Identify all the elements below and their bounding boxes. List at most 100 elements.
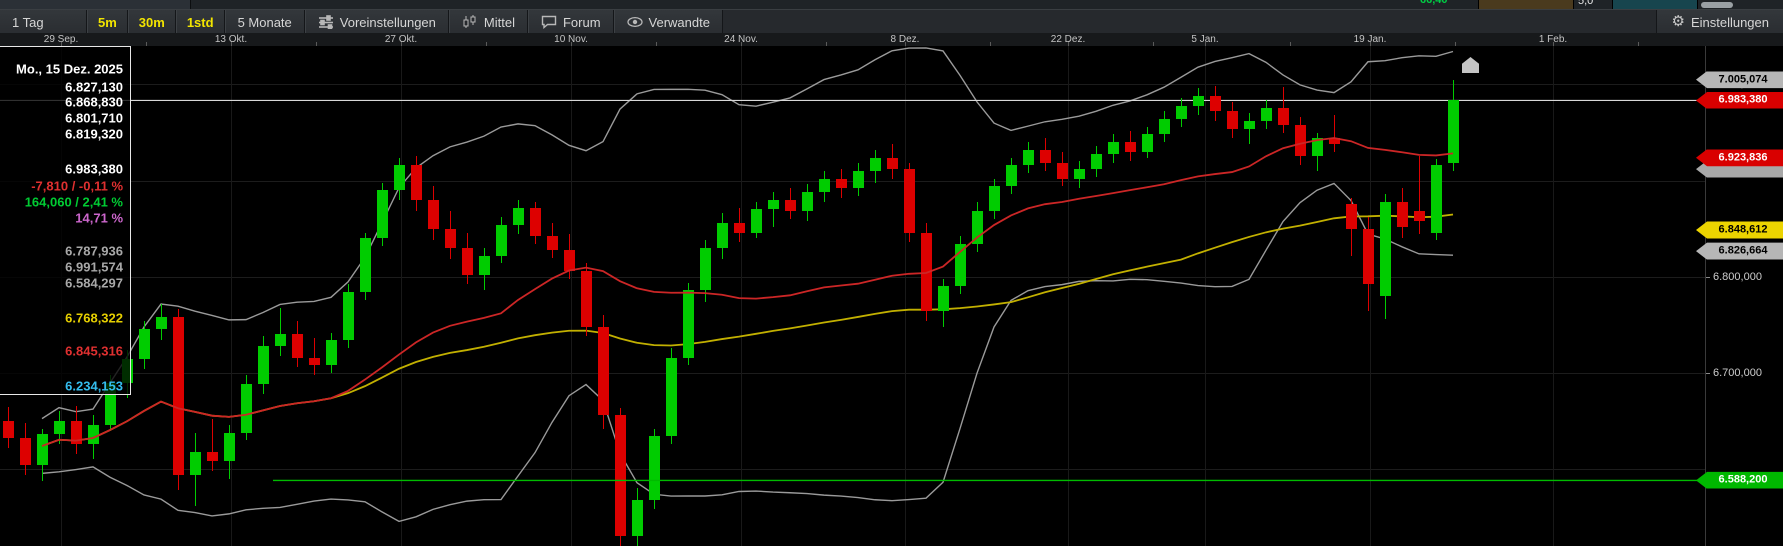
forum-button[interactable]: Forum [527,10,614,34]
candle-wick [1419,155,1420,235]
candle-body [360,238,371,293]
last-candle-marker-icon[interactable] [1462,57,1479,73]
date-label: 5 Jan. [1191,34,1219,45]
voreinstellungen-button[interactable]: Voreinstellungen [304,10,449,34]
candle-body [836,178,847,189]
candle-body [768,199,779,210]
candle-body [598,326,609,416]
candle-body [1108,142,1119,154]
top-cutoff-strip: 66,40 5,0 [0,0,1783,9]
vertical-gridline [231,46,232,546]
candle-body [734,222,745,233]
timeframe-1std-button[interactable]: 1std [175,10,225,34]
date-tick [1068,42,1069,46]
info-row: 164,060 / 2,41 % [24,194,123,210]
range-5monate-button[interactable]: 5 Monate [224,10,305,34]
price-axis[interactable]: 7.000,0006.800,0006.700,0007.005,0746.98… [1696,46,1783,546]
info-row: 6.584,297 [65,275,123,291]
candle-body [207,451,218,462]
timeframe-30m-button[interactable]: 30m [127,10,176,34]
date-tick [1153,42,1154,46]
fast-ma-line [41,137,1454,447]
candle-body [71,421,82,445]
horizontal-gridline [0,372,1705,374]
date-tick [905,42,906,46]
candle-body [802,192,813,212]
candle-body [1448,100,1459,164]
price-tag[interactable]: 6.923,836 [1696,149,1783,167]
price-tag[interactable]: 6.983,380 [1696,91,1783,109]
candle-body [1006,165,1017,187]
date-tick [316,42,317,46]
chart-toolbar: 1 Tag 5m 30m 1std 5 Monate Voreinstellun… [0,9,1783,35]
bollinger-upper-band [41,47,1454,420]
info-row: 6.845,316 [65,343,123,359]
candle-body [717,222,728,248]
eye-icon [626,16,643,28]
date-label: 8 Dez. [890,34,920,45]
horizontal-gridline [0,469,1705,471]
candle-body [1278,107,1289,125]
price-tag[interactable]: 7.005,074 [1696,71,1783,89]
info-row: 6.819,320 [65,126,123,142]
candle-wick [314,338,315,375]
timeframe-1tag-button[interactable]: 1 Tag [0,10,87,34]
candle-body [258,346,269,385]
einstellungen-button[interactable]: ⚙ Einstellungen [1656,10,1783,34]
candle-body [88,424,99,445]
candle-body [700,247,711,291]
info-row: 6.868,830 [65,94,123,110]
info-row: 6.768,322 [65,310,123,326]
button-label: Einstellungen [1690,14,1769,30]
candle-body [496,224,507,256]
candle-body [666,357,677,437]
candle-body [751,209,762,233]
candle-body [1227,111,1238,129]
date-tick [231,42,232,46]
candle-body [54,421,65,435]
top-strip-teal-panel [1612,0,1698,9]
bollinger-lower-band [41,182,1454,523]
candle-body [1244,121,1255,129]
candle-body [649,436,660,500]
gear-icon: ⚙ [1671,13,1685,30]
candle-body [989,186,1000,212]
candle-body [241,384,252,433]
indicator-lines-over [41,137,1705,482]
candle-body [1414,211,1425,221]
timeframe-5m-button[interactable]: 5m [87,10,128,34]
candle-body [156,317,167,329]
candle-body [292,334,303,358]
candle-body [1091,153,1102,170]
price-tag[interactable]: 6.826,664 [1696,242,1783,260]
date-tick [1455,42,1456,46]
verwandte-button[interactable]: Verwandte [613,10,723,34]
candle-body [853,171,864,189]
candle-wick [280,307,281,356]
candle-body [1057,163,1068,179]
candle-body [343,292,354,341]
button-label: Verwandte [648,14,710,30]
date-tick [656,42,657,46]
candlestick-chart-area[interactable] [0,46,1705,546]
price-tag[interactable]: 6.588,200 [1696,471,1783,489]
date-label: 19 Jan. [1353,34,1387,45]
date-label: 22 Dez. [1050,34,1086,45]
candle-body [1363,228,1374,285]
candle-body [1159,119,1170,135]
price-tag[interactable]: 6.848,612 [1696,221,1783,239]
candle-body [224,432,235,462]
candle-body [564,249,575,271]
mittel-button[interactable]: Mittel [448,10,528,34]
button-label: Forum [562,14,601,30]
button-label: 30m [138,14,165,30]
date-label: 27 Okt. [384,34,418,45]
candle-body [139,328,150,360]
date-tick [1290,42,1291,46]
candle-body [632,499,643,537]
date-tick [401,42,402,46]
candle-body [479,255,490,275]
date-tick [826,42,827,46]
candle-body [445,228,456,248]
scrollbar-thumb[interactable] [1701,2,1733,8]
